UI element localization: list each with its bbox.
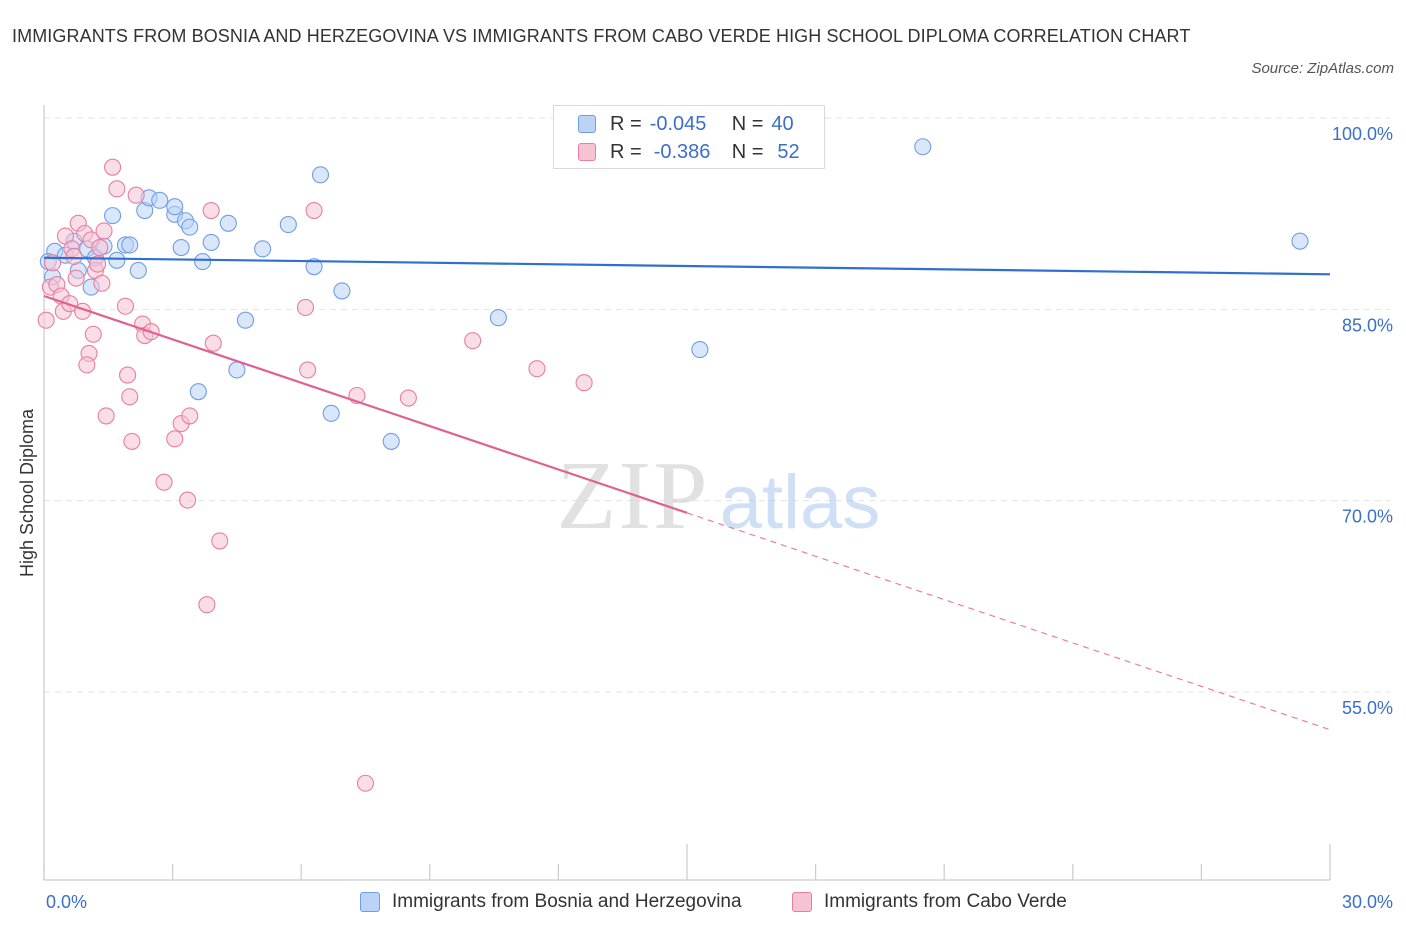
r-label: R = [610, 140, 642, 163]
bosnia-point [322, 404, 340, 422]
cabo-verde-point [181, 407, 199, 425]
watermark: ZIP atlas [557, 442, 881, 550]
cabo-verde-point [84, 325, 102, 343]
y-tick-label: 55.0% [1342, 698, 1393, 718]
bosnia-point [181, 218, 199, 236]
bosnia-swatch [578, 115, 596, 133]
cabo-verde-point [89, 255, 107, 273]
cabo-verde-point [166, 430, 184, 448]
bosnia-point [311, 166, 330, 184]
cabo-verde-point [127, 186, 145, 204]
cabo-verde-point [97, 407, 115, 425]
bosnia-point [254, 240, 272, 258]
legend-item-bosnia[interactable]: Immigrants from Bosnia and Herzegovina [360, 888, 742, 916]
tick-label-layer: 100.0% 85.0% 70.0% 55.0% 0.0% 30.0% [46, 124, 1393, 912]
cabo-verde-point [123, 432, 141, 450]
bosnia-legend-swatch [360, 892, 380, 912]
cabo-verde-point [104, 158, 122, 176]
trend-layer [43, 256, 1331, 731]
cabo-verde-point [399, 389, 417, 407]
cabo-verde-point [202, 201, 220, 220]
bosnia-point [1291, 232, 1309, 250]
cabo-verde-point [121, 388, 139, 406]
bosnia-point [228, 361, 246, 379]
cabo-verde-trendline [43, 294, 688, 514]
source-label: Source: ZipAtlas.com [1251, 60, 1394, 77]
bosnia-point [129, 261, 147, 280]
cabo-verde-point [67, 269, 85, 287]
legend-label: Immigrants from Bosnia and Herzegovina [392, 891, 742, 912]
bosnia-point [382, 432, 400, 450]
cabo-verde-point [575, 374, 593, 392]
cabo-verde-point [356, 774, 375, 792]
cabo-verde-point [198, 596, 216, 614]
stats-legend: R = -0.045 N = 40 R = -0.386 N = 52 [553, 105, 825, 169]
y-axis-label: High School Diploma [17, 408, 37, 577]
bosnia-point [189, 383, 207, 401]
x-tick-label: 0.0% [46, 892, 87, 912]
n-label: N = [731, 140, 764, 163]
cabo-verde-point [95, 222, 113, 240]
watermark-zip: ZIP [557, 442, 710, 550]
cabo-verde-legend-swatch [792, 892, 812, 912]
bosnia-point [279, 216, 297, 234]
cabo-verde-point [179, 491, 197, 509]
legend-label: Immigrants from Cabo Verde [824, 891, 1067, 912]
cabo-verde-point [299, 361, 317, 379]
cabo-verde-point [65, 247, 83, 266]
n-value: 40 [771, 112, 794, 135]
cabo-verde-point [211, 532, 229, 550]
bosnia-point [914, 138, 932, 156]
bosnia-point [108, 251, 126, 269]
cabo-verde-point [528, 360, 546, 378]
bosnia-point [219, 214, 237, 232]
bosnia-point [172, 238, 190, 257]
y-tick-label: 85.0% [1342, 315, 1393, 335]
y-tick-label: 100.0% [1332, 124, 1393, 144]
cabo-verde-point [296, 298, 315, 317]
bosnia-point [236, 311, 255, 329]
stats-legend-row-bosnia: R = -0.045 N = 40 [578, 112, 794, 136]
x-tick-label: 30.0% [1342, 892, 1393, 912]
bosnia-point [489, 309, 507, 327]
bosnia-point [194, 253, 212, 271]
y-tick-label: 70.0% [1342, 507, 1393, 527]
bosnia-point [333, 282, 351, 300]
legend-item-cabo-verde[interactable]: Immigrants from Cabo Verde [792, 888, 1067, 916]
r-label: R = [610, 112, 642, 135]
cabo-verde-point [119, 366, 137, 384]
bosnia-point [166, 198, 184, 216]
cabo-verde-point [464, 332, 482, 350]
bosnia-point [691, 341, 709, 359]
n-label: N = [731, 112, 764, 135]
bosnia-point [104, 207, 122, 225]
r-value: -0.386 [653, 140, 711, 163]
points-layer [37, 138, 1309, 792]
cabo-verde-point [305, 201, 323, 220]
watermark-atlas: atlas [720, 460, 881, 545]
n-value: 52 [777, 140, 800, 163]
cabo-verde-point [204, 334, 222, 352]
cabo-verde-trendline-extension [686, 512, 1331, 731]
bosnia-point [121, 236, 139, 254]
cabo-verde-point [155, 473, 173, 491]
cabo-verde-point [37, 311, 55, 329]
cabo-verde-swatch [578, 143, 596, 161]
bosnia-trendline [43, 256, 1331, 276]
stats-legend-row-cabo-verde: R = -0.386 N = 52 [578, 140, 800, 164]
bosnia-point [202, 233, 220, 251]
cabo-verde-point [78, 356, 96, 374]
axis-layer [43, 105, 1331, 881]
cabo-verde-point [91, 238, 109, 257]
chart-title: IMMIGRANTS FROM BOSNIA AND HERZEGOVINA V… [12, 26, 1191, 46]
r-value: -0.045 [649, 112, 707, 135]
cabo-verde-point [108, 180, 126, 198]
bosnia-point [151, 191, 169, 209]
cabo-verde-point [93, 274, 111, 292]
grid-layer [44, 117, 1390, 693]
bosnia-point [305, 258, 323, 276]
cabo-verde-point [116, 297, 134, 315]
